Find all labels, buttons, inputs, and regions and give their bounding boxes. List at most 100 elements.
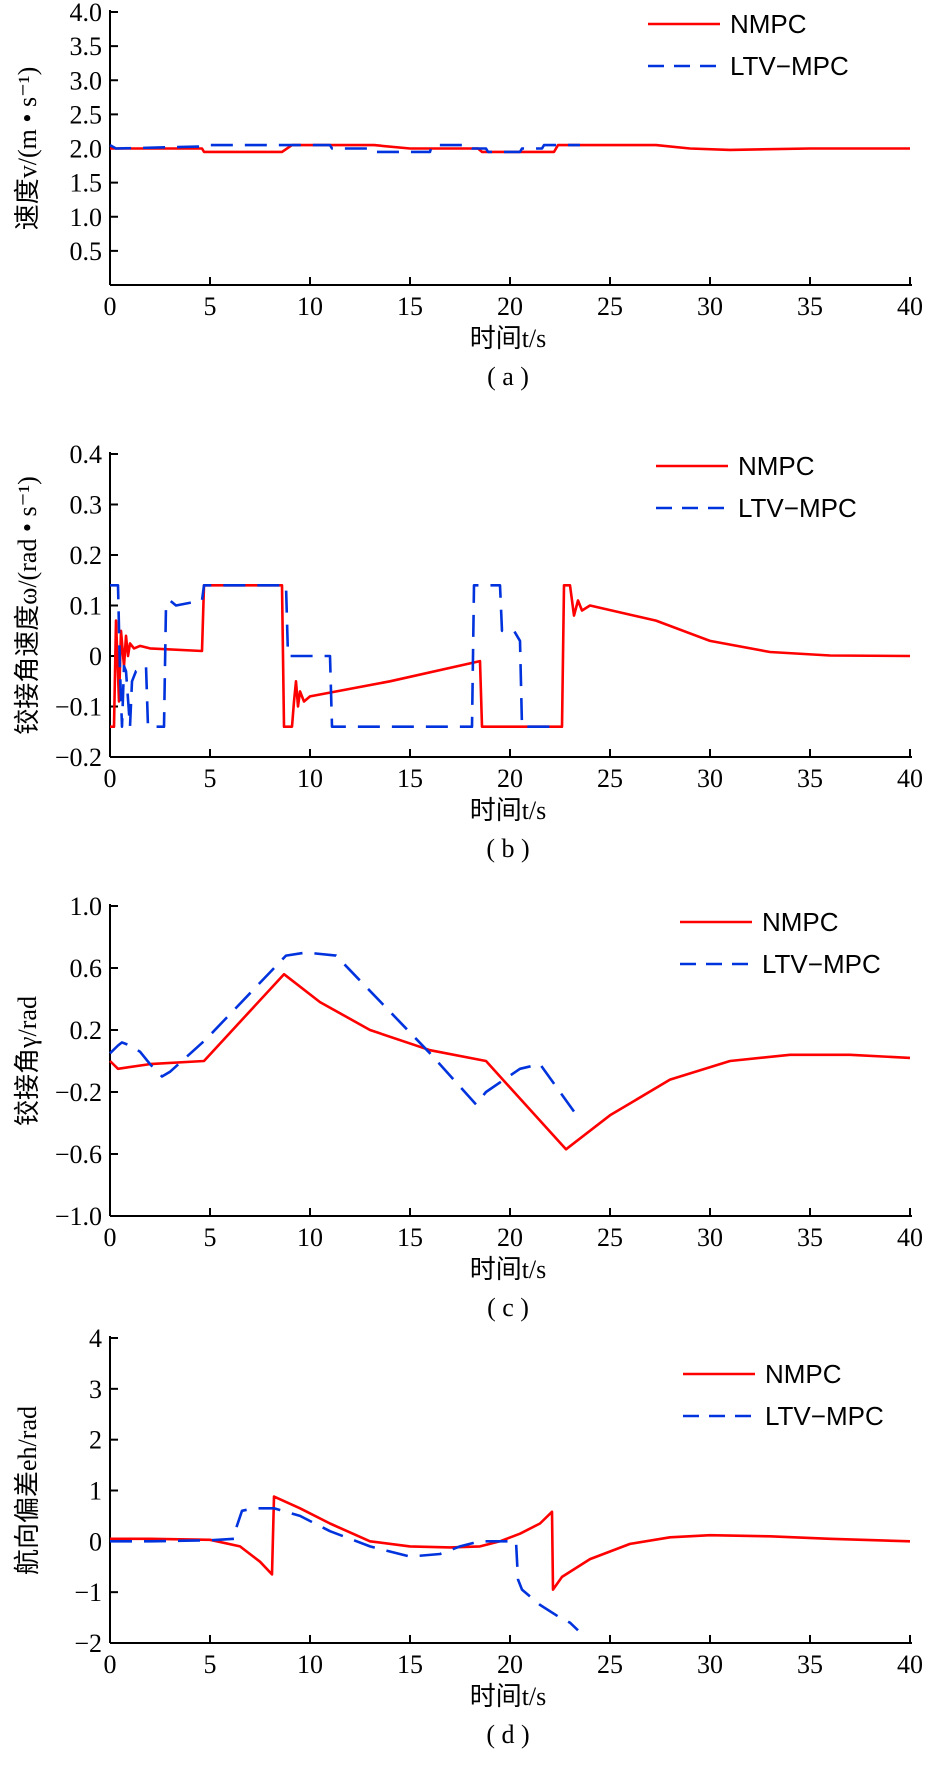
y-tick-label: −0.2 — [55, 1078, 102, 1107]
panel-caption: ( d ) — [486, 1720, 529, 1749]
x-tick-label: 35 — [797, 292, 823, 321]
x-tick-label: 15 — [397, 1650, 423, 1679]
y-tick-label: 3.5 — [70, 32, 103, 61]
x-tick-label: 30 — [697, 292, 723, 321]
y-tick-label: 1.0 — [70, 892, 103, 921]
series-line-ltv — [109, 143, 580, 154]
y-tick-label: 2.5 — [70, 100, 103, 129]
y-axis-label: 铰接角速度ω/(rad • s⁻¹) — [13, 476, 42, 735]
y-tick-label: 0.3 — [70, 491, 103, 520]
x-tick-label: 40 — [897, 764, 923, 793]
y-tick-label: 1.0 — [70, 203, 103, 232]
y-tick-label: 0.1 — [70, 592, 103, 621]
chart-panel-1: 0 5 10 15 20 25 30 35 40 0.5 1.0 1.5 2.0 2.5 3.0 3.5 4.0… — [13, 0, 923, 391]
x-tick-label: 0 — [104, 292, 117, 321]
y-tick-label: −2 — [74, 1629, 102, 1658]
legend: NMPC LTV−MPC — [656, 451, 857, 523]
x-tick-label: 5 — [204, 292, 217, 321]
y-tick-label: −0.2 — [55, 743, 102, 772]
y-axis-label: 铰接角γ/rad — [13, 996, 42, 1126]
y-tick-label: −0.1 — [55, 693, 102, 722]
x-tick-label: 20 — [497, 1223, 523, 1252]
panel-caption: ( b ) — [486, 834, 529, 863]
series-line-ltv — [110, 1507, 579, 1632]
x-tick-label: 25 — [597, 1223, 623, 1252]
x-tick-label: 10 — [297, 1650, 323, 1679]
legend-label-nmpc: NMPC — [765, 1359, 842, 1389]
x-tick-label: 30 — [697, 1223, 723, 1252]
x-tick-label: 20 — [497, 292, 523, 321]
x-tick-label: 40 — [897, 292, 923, 321]
legend-label-nmpc: NMPC — [730, 9, 807, 39]
x-axis-label: 时间t/s — [470, 1682, 547, 1711]
legend-label-ltv: LTV−MPC — [765, 1401, 884, 1431]
y-tick-label: 2 — [89, 1426, 102, 1455]
y-axis-label: 航向偏差eh/rad — [13, 1406, 42, 1575]
chart-panel-3: 0 5 10 15 20 25 30 35 40 −1.0 −0.6 −0.2 0.2 0.6 1.0 时间t… — [13, 892, 923, 1322]
y-tick-label: 3.0 — [70, 66, 103, 95]
x-tick-label: 25 — [597, 292, 623, 321]
legend-label-nmpc: NMPC — [738, 451, 815, 481]
x-tick-label: 30 — [697, 1650, 723, 1679]
legend-label-ltv: LTV−MPC — [738, 493, 857, 523]
x-tick-label: 5 — [204, 1223, 217, 1252]
y-tick-label: −1 — [74, 1578, 102, 1607]
x-tick-label: 0 — [104, 1223, 117, 1252]
x-axis-label: 时间t/s — [470, 324, 547, 353]
panel-caption: ( a ) — [487, 362, 529, 391]
series-line-ltv — [110, 584, 560, 728]
y-tick-label: 0.6 — [70, 954, 103, 983]
y-tick-label: 3 — [89, 1375, 102, 1404]
chart-panel-4: 0 5 10 15 20 25 30 35 40 −2 −1 0 1 2 3 4 时间t/s ( d ) 航向偏差e… — [13, 1324, 923, 1749]
x-tick-label: 5 — [204, 764, 217, 793]
x-tick-label: 20 — [497, 1650, 523, 1679]
x-tick-label: 15 — [397, 764, 423, 793]
x-tick-label: 25 — [597, 1650, 623, 1679]
x-tick-label: 40 — [897, 1650, 923, 1679]
y-tick-label: −0.6 — [55, 1140, 102, 1169]
y-tick-label: 4.0 — [70, 0, 103, 27]
y-axis-label: 速度v/(m • s⁻¹) — [13, 67, 42, 231]
x-tick-label: 40 — [897, 1223, 923, 1252]
y-tick-label: 0.5 — [70, 237, 103, 266]
series-line-ltv — [109, 951, 582, 1121]
legend: NMPC LTV−MPC — [683, 1359, 884, 1431]
x-tick-label: 5 — [204, 1650, 217, 1679]
legend-label-ltv: LTV−MPC — [730, 51, 849, 81]
x-tick-label: 0 — [104, 764, 117, 793]
x-tick-label: 35 — [797, 764, 823, 793]
legend-label-ltv: LTV−MPC — [762, 949, 881, 979]
x-tick-label: 30 — [697, 764, 723, 793]
x-tick-label: 0 — [104, 1650, 117, 1679]
series-line-nmpc — [110, 584, 911, 728]
y-tick-label: 0.2 — [70, 541, 103, 570]
y-tick-label: 0 — [89, 642, 102, 671]
x-tick-label: 15 — [397, 292, 423, 321]
y-tick-label: 1.5 — [70, 169, 103, 198]
panel-caption: ( c ) — [487, 1293, 529, 1322]
series-line-nmpc — [110, 143, 910, 154]
x-tick-label: 25 — [597, 764, 623, 793]
legend: NMPC LTV−MPC — [648, 9, 849, 81]
x-tick-label: 20 — [497, 764, 523, 793]
legend: NMPC LTV−MPC — [680, 907, 881, 979]
legend-label-nmpc: NMPC — [762, 907, 839, 937]
y-tick-label: 4 — [89, 1324, 102, 1353]
y-tick-label: 0.2 — [70, 1016, 103, 1045]
y-tick-label: −1.0 — [55, 1202, 102, 1231]
x-tick-label: 35 — [797, 1223, 823, 1252]
y-tick-label: 0.4 — [70, 440, 103, 469]
x-tick-label: 10 — [297, 292, 323, 321]
y-tick-label: 2.0 — [70, 135, 103, 164]
series-line-nmpc — [109, 972, 911, 1151]
x-tick-label: 15 — [397, 1223, 423, 1252]
x-tick-label: 35 — [797, 1650, 823, 1679]
series-line-nmpc — [110, 1495, 911, 1591]
y-tick-label: 1 — [89, 1477, 102, 1506]
y-tick-label: 0 — [89, 1527, 102, 1556]
x-tick-label: 10 — [297, 1223, 323, 1252]
x-tick-label: 10 — [297, 764, 323, 793]
x-axis-label: 时间t/s — [470, 796, 547, 825]
x-axis-label: 时间t/s — [470, 1255, 547, 1284]
